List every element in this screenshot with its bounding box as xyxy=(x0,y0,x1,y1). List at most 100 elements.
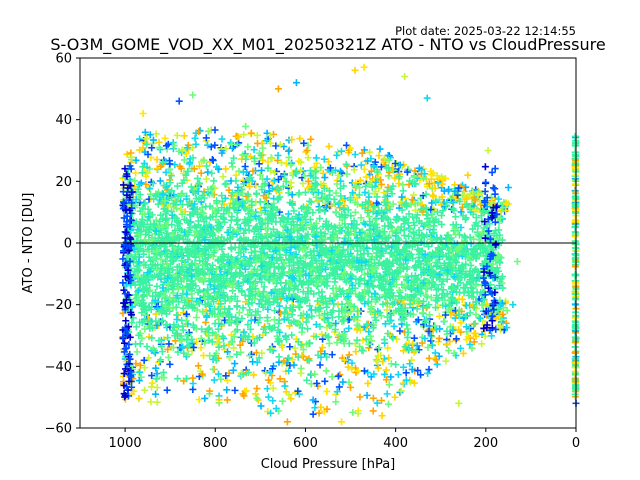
scatter-point xyxy=(380,228,388,236)
scatter-point xyxy=(155,337,163,345)
scatter-point xyxy=(266,369,274,377)
scatter-point xyxy=(353,257,361,265)
scatter-point xyxy=(125,323,133,331)
scatter-point xyxy=(372,316,380,324)
x-tick-label: 200 xyxy=(473,436,498,451)
scatter-point xyxy=(348,365,356,373)
scatter-point xyxy=(460,289,468,297)
scatter-point xyxy=(207,143,215,151)
scatter-point xyxy=(200,194,208,202)
scatter-point xyxy=(323,387,331,395)
scatter-point xyxy=(177,267,185,275)
scatter-point xyxy=(405,224,413,232)
scatter-point xyxy=(333,339,341,347)
scatter-point xyxy=(170,142,178,150)
scatter-point xyxy=(268,365,276,373)
scatter-point xyxy=(395,236,403,244)
scatter-point xyxy=(157,211,165,219)
scatter-point xyxy=(221,297,229,305)
scatter-point xyxy=(571,233,579,241)
scatter-point xyxy=(267,409,275,417)
scatter-point xyxy=(163,386,171,394)
scatter-point xyxy=(466,204,474,212)
scatter-point xyxy=(410,334,418,342)
scatter-point xyxy=(127,311,135,319)
scatter-point xyxy=(428,267,436,275)
scatter-point xyxy=(221,218,229,226)
x-tick-label: 800 xyxy=(203,436,228,451)
scatter-point xyxy=(123,263,131,271)
scatter-point xyxy=(205,277,213,285)
scatter-point xyxy=(165,340,173,348)
scatter-point xyxy=(238,315,246,323)
scatter-point xyxy=(197,227,205,235)
scatter-point xyxy=(333,151,341,159)
scatter-point xyxy=(168,282,176,290)
scatter-point xyxy=(314,351,322,359)
scatter-point xyxy=(315,289,323,297)
scatter-point xyxy=(228,140,236,148)
scatter-point xyxy=(285,210,293,218)
scatter-point xyxy=(175,97,183,105)
scatter-point xyxy=(186,211,194,219)
scatter-point xyxy=(224,228,232,236)
scatter-point xyxy=(253,358,261,366)
scatter-point xyxy=(217,300,225,308)
scatter-point xyxy=(439,286,447,294)
scatter-point xyxy=(331,251,339,259)
scatter-point xyxy=(177,337,185,345)
scatter-point xyxy=(316,304,324,312)
scatter-point xyxy=(162,321,170,329)
scatter-point xyxy=(395,180,403,187)
scatter-point xyxy=(231,360,239,368)
scatter-point xyxy=(126,206,134,214)
scatter-point xyxy=(421,267,429,275)
scatter-point xyxy=(402,272,410,280)
scatter-point xyxy=(173,292,181,300)
scatter-point xyxy=(123,170,131,178)
scatter-point xyxy=(239,370,247,378)
scatter-point xyxy=(187,267,195,275)
scatter-point xyxy=(188,347,196,355)
scatter-point xyxy=(392,296,400,304)
scatter-point xyxy=(142,180,150,188)
scatter-point xyxy=(254,139,262,147)
scatter-point xyxy=(459,349,467,357)
scatter-point xyxy=(337,147,345,155)
scatter-point xyxy=(348,359,356,367)
scatter-point xyxy=(307,135,315,143)
scatter-point xyxy=(467,240,475,248)
scatter-point xyxy=(373,199,381,207)
scatter-point xyxy=(375,344,383,352)
scatter-point xyxy=(209,355,217,363)
scatter-point xyxy=(173,315,181,323)
scatter-point xyxy=(388,227,396,235)
scatter-point xyxy=(331,326,339,334)
scatter-point xyxy=(445,185,453,193)
scatter-point xyxy=(328,373,336,381)
scatter-point xyxy=(470,338,478,346)
scatter-point xyxy=(283,418,291,426)
scatter-point xyxy=(435,334,443,342)
scatter-point xyxy=(248,291,256,299)
scatter-point xyxy=(256,171,264,179)
scatter-point xyxy=(251,154,259,162)
scatter-point xyxy=(263,210,271,218)
scatter-point xyxy=(381,320,389,328)
scatter-point xyxy=(127,373,135,381)
scatter-point xyxy=(434,285,442,293)
scatter-point xyxy=(371,203,379,211)
scatter-point xyxy=(349,189,357,197)
scatter-point xyxy=(392,361,400,369)
scatter-point xyxy=(153,165,161,173)
scatter-point xyxy=(186,224,194,232)
scatter-point xyxy=(571,270,579,278)
scatter-point xyxy=(191,231,199,239)
scatter-point xyxy=(316,215,324,223)
scatter-point xyxy=(425,366,433,374)
scatter-point xyxy=(201,274,209,282)
scatter-point xyxy=(127,158,135,166)
scatter-point xyxy=(148,245,156,253)
scatter-point xyxy=(252,390,260,398)
scatter-point xyxy=(402,275,410,283)
